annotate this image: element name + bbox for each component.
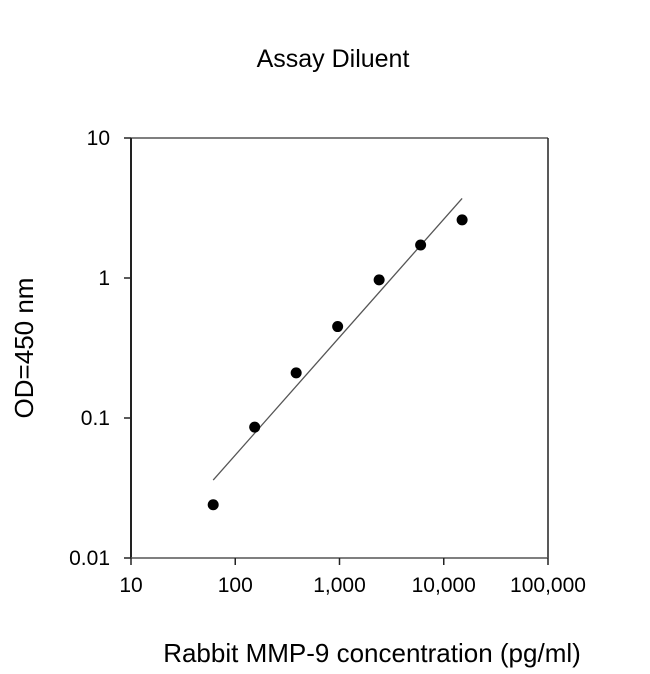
plot-frame [130,137,549,559]
x-tick-label: 10,000 [412,574,476,597]
data-point [415,239,427,251]
x-tick-label: 10 [119,574,142,597]
y-tick-label: 0.1 [81,407,110,430]
data-point [249,421,261,433]
x-axis-ticks: 10 100 1,000 10,000 100,000 [119,558,586,597]
y-axis-label: OD=450 nm [9,278,39,419]
regression-line [212,198,463,481]
data-point [290,367,302,379]
data-point [373,274,385,286]
data-point [332,321,344,333]
y-tick-label: 1 [98,267,110,290]
data-point [456,214,468,226]
x-tick-label: 100 [218,574,253,597]
data-point [207,499,219,511]
fit-line [212,198,463,481]
y-axis-ticks: 0.01 0.1 1 10 [69,127,131,570]
data-points [207,214,468,511]
chart-title: Assay Diluent [257,45,410,73]
x-tick-label: 1,000 [313,574,366,597]
y-tick-label: 10 [87,127,110,150]
x-tick-label: 100,000 [510,574,586,597]
x-axis-label: Rabbit MMP-9 concentration (pg/ml) [163,638,581,668]
y-tick-label: 0.01 [69,547,110,570]
